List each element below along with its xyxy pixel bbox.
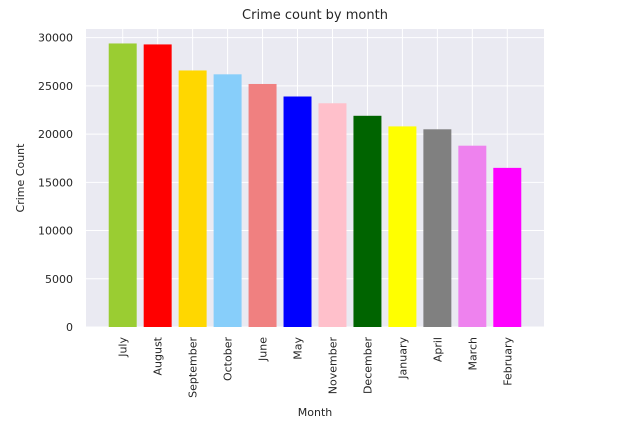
x-axis-label: Month	[298, 406, 333, 419]
bar-march	[458, 145, 487, 327]
x-tick-label: April	[431, 337, 444, 362]
x-tick-label: December	[361, 337, 374, 395]
bar-september	[178, 70, 207, 328]
y-tick-label: 20000	[38, 128, 73, 141]
bars	[108, 43, 522, 328]
bar-february	[493, 167, 522, 327]
y-tick-label: 30000	[38, 32, 73, 45]
x-tick-label: June	[257, 337, 270, 362]
y-axis-ticks: 0 5000 10000 15000 20000 25000 30000	[38, 32, 73, 334]
bar-april	[423, 129, 452, 327]
x-tick-label: March	[466, 337, 479, 371]
y-tick-label: 25000	[38, 80, 73, 93]
bar-august	[143, 44, 172, 327]
y-tick-label: 10000	[38, 225, 73, 238]
x-tick-label: November	[326, 337, 339, 395]
bar-november	[318, 103, 347, 327]
bar-october	[213, 74, 242, 327]
x-tick-label: January	[396, 337, 409, 380]
bar-may	[283, 96, 312, 327]
chart-title: Crime count by month	[242, 8, 388, 23]
x-tick-label: February	[501, 337, 514, 386]
x-tick-label: May	[292, 337, 305, 360]
bar-december	[353, 115, 382, 328]
bar-june	[248, 83, 277, 327]
x-axis-ticks: July August September October June May Novembe…	[117, 336, 515, 397]
y-tick-label: 15000	[38, 176, 73, 189]
bar-july	[108, 43, 137, 328]
x-tick-label: October	[222, 337, 235, 381]
y-tick-label: 0	[66, 321, 73, 334]
y-tick-label: 5000	[45, 273, 73, 286]
x-tick-label: September	[187, 337, 200, 398]
x-tick-label: August	[152, 336, 165, 375]
x-tick-label: July	[117, 337, 130, 358]
y-axis-label: Crime Count	[14, 143, 27, 213]
bar-january	[388, 126, 417, 327]
